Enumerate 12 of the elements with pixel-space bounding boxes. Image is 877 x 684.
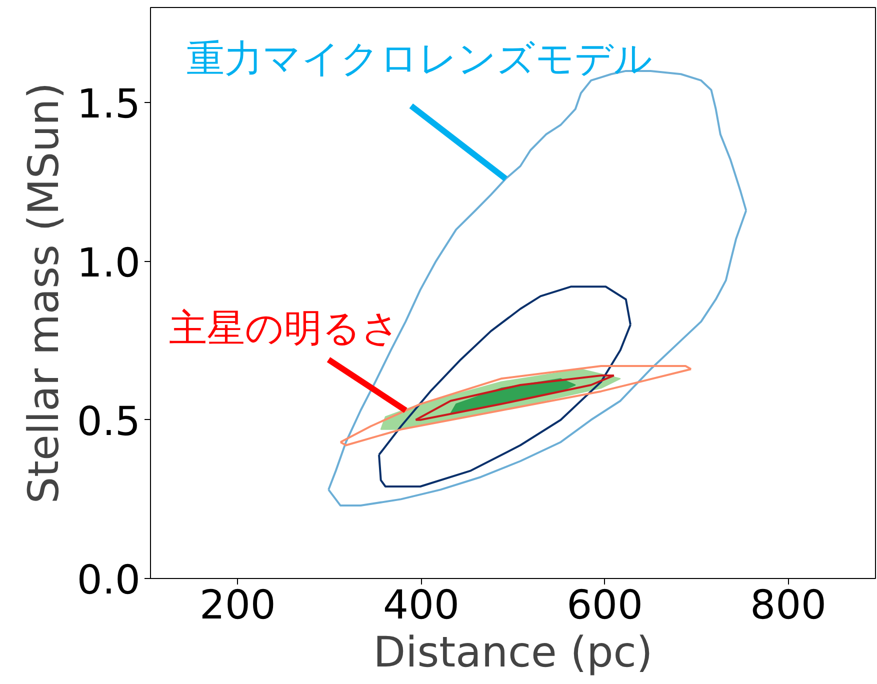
- y-tick-label: 1.0: [76, 240, 141, 286]
- x-tick-label: 600: [566, 582, 643, 628]
- annotation: 主星の明るさ: [168, 306, 400, 350]
- y-tick-label: 1.5: [76, 82, 141, 128]
- annotation: 重力マイクロレンズモデル: [186, 36, 652, 80]
- x-tick-label: 400: [383, 582, 460, 628]
- x-tick-label: 800: [750, 582, 826, 628]
- x-tick-label: 200: [200, 582, 276, 628]
- y-tick-label: 0.0: [76, 558, 141, 604]
- x-axis-title: Distance (pc): [373, 628, 653, 676]
- y-tick-label: 0.5: [76, 398, 141, 445]
- y-axis-title: Stellar mass (MSun): [18, 82, 68, 504]
